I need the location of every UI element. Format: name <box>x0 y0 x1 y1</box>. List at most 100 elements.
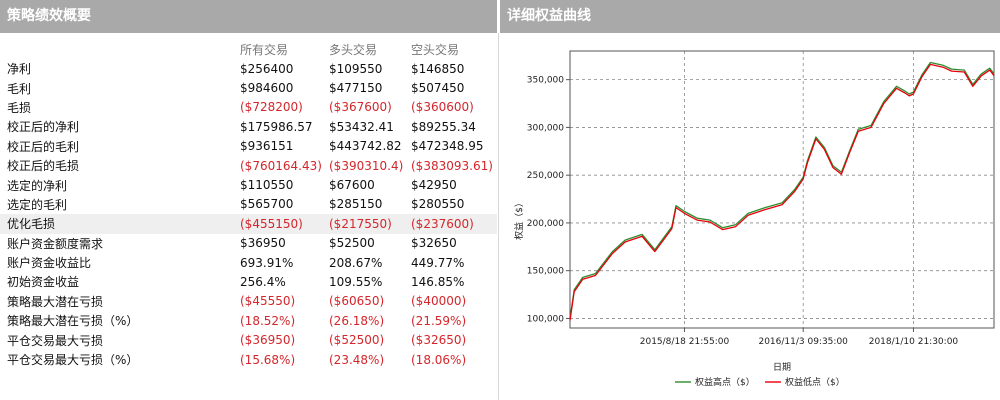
strategy-summary-header: 策略绩效概要 <box>0 0 497 33</box>
x-axis: 2015/8/18 21:55:00 2016/11/3 09:35:00 2018… <box>640 328 958 347</box>
metric-value-long: $285150 <box>329 197 383 212</box>
metric-label: 校正后的毛利 <box>7 139 80 154</box>
x-axis-label: 日期 <box>773 362 791 373</box>
metric-value-long: (23.48%) <box>329 352 385 367</box>
metric-row: 毛损 ($728200) ($367600) ($360600) <box>0 98 497 117</box>
chart-legend: 权益高点（$） 权益低点（$） <box>675 376 845 388</box>
metric-value-long: $52500 <box>329 236 375 251</box>
metric-value-short: $146850 <box>411 61 465 76</box>
metric-label: 净利 <box>7 62 32 77</box>
strategy-summary-title: 策略绩效概要 <box>7 8 91 24</box>
metric-row: 校正后的净利 $175986.57 $53432.41 $89255.34 <box>0 117 497 136</box>
series-line <box>569 61 995 319</box>
metric-value-short: $32650 <box>411 236 457 251</box>
y-axis: 100,000 150,000 200,000 250,000 300,000 350,0… <box>527 76 570 324</box>
chart-grid <box>570 51 994 328</box>
metric-value-all: ($728200) <box>240 100 303 115</box>
equity-curve-chart: 100,000 150,000 200,000 250,000 300,000 350,0… <box>513 50 995 388</box>
metric-value-short: $507450 <box>411 81 465 96</box>
metric-label: 账户资金收益比 <box>7 256 92 271</box>
panel-divider-line <box>498 33 499 400</box>
metric-value-short: 146.85% <box>411 274 465 289</box>
metric-value-short: $280550 <box>411 197 465 212</box>
metric-label: 选定的净利 <box>7 178 68 193</box>
metric-value-short: (21.59%) <box>411 313 467 328</box>
metric-row: 策略最大潜在亏损 ($45550) ($60650) ($40000) <box>0 292 497 311</box>
metric-value-all: ($36950) <box>240 333 296 348</box>
metric-label: 选定的毛利 <box>7 197 68 212</box>
legend-label: 权益低点（$） <box>785 376 845 388</box>
metrics-table: 所有交易 多头交易 空头交易 净利 $256400 $109550 $146850 毛利… <box>0 40 497 369</box>
metric-value-all: 256.4% <box>240 274 286 289</box>
metric-row: 校正后的毛损 ($760164.43) ($390310.4) ($383093.61… <box>0 156 497 175</box>
equity-curve-title: 详细权益曲线 <box>507 8 591 24</box>
metric-label: 初始资金收益 <box>7 275 80 290</box>
metric-value-all: ($760164.43) <box>240 158 322 173</box>
metric-label: 毛损 <box>7 100 32 115</box>
equity-curve-header: 详细权益曲线 <box>500 0 1000 33</box>
metric-row: 账户资金收益比 693.91% 208.67% 449.77% <box>0 253 497 272</box>
metric-label: 校正后的净利 <box>7 120 80 135</box>
metric-value-long: ($390310.4) <box>329 158 404 173</box>
metric-value-short: $89255.34 <box>411 119 476 134</box>
metric-row: 平仓交易最大亏损 ($36950) ($52500) ($32650) <box>0 330 497 349</box>
x-tick-label: 2016/11/3 09:35:00 <box>758 337 848 347</box>
legend-label: 权益高点（$） <box>695 376 755 388</box>
metric-value-short: $472348.95 <box>411 139 484 154</box>
metric-value-all: (18.52%) <box>240 313 296 328</box>
metric-label: 优化毛损 <box>0 214 240 234</box>
metric-value-all: $565700 <box>240 197 294 212</box>
metric-label: 平仓交易最大亏损（%） <box>7 353 139 368</box>
metric-value-long: ($60650) <box>329 294 385 309</box>
metric-label: 校正后的毛损 <box>7 159 80 174</box>
metric-label: 账户资金额度需求 <box>7 236 104 251</box>
metric-value-long: $443742.82 <box>329 139 402 154</box>
metric-value-short: (18.06%) <box>411 352 467 367</box>
metric-value-long: $67600 <box>329 178 375 193</box>
metric-value-all: $175986.57 <box>240 119 313 134</box>
metric-value-short: 449.77% <box>411 255 465 270</box>
metric-label: 平仓交易最大亏损 <box>7 333 104 348</box>
y-tick-label: 200,000 <box>527 219 564 229</box>
metric-value-long: ($367600) <box>329 100 392 115</box>
chart-series <box>569 61 995 321</box>
metric-row: 毛利 $984600 $477150 $507450 <box>0 78 497 97</box>
metric-value-short: ($237600) <box>411 214 497 234</box>
x-tick-label: 2015/8/18 21:55:00 <box>640 337 730 347</box>
metric-value-long: $109550 <box>329 61 383 76</box>
metric-value-all: ($455150) <box>240 214 329 234</box>
metric-row: 选定的毛利 $565700 $285150 $280550 <box>0 195 497 214</box>
metric-row: 净利 $256400 $109550 $146850 <box>0 59 497 78</box>
metric-row: 初始资金收益 256.4% 109.55% 146.85% <box>0 272 497 291</box>
plot-area-frame <box>569 50 995 329</box>
series-line <box>569 63 995 321</box>
metric-value-all: $256400 <box>240 61 294 76</box>
metric-value-all: (15.68%) <box>240 352 296 367</box>
y-axis-label: 权益（$） <box>513 198 525 240</box>
metric-value-long: (26.18%) <box>329 313 385 328</box>
metric-row: 平仓交易最大亏损（%） (15.68%) (23.48%) (18.06%) <box>0 350 497 369</box>
y-tick-label: 300,000 <box>527 123 564 133</box>
metric-row: 策略最大潜在亏损（%） (18.52%) (26.18%) (21.59%) <box>0 311 497 330</box>
metric-value-long: $477150 <box>329 81 383 96</box>
metric-value-long: ($217550) <box>329 214 411 234</box>
column-header-short-trades: 空头交易 <box>411 43 460 57</box>
column-header-long-trades: 多头交易 <box>329 43 378 57</box>
metric-value-short: ($383093.61) <box>411 158 493 173</box>
y-tick-label: 350,000 <box>527 76 564 86</box>
metric-value-short: $42950 <box>411 178 457 193</box>
metric-value-all: 693.91% <box>240 255 294 270</box>
metric-row: 选定的净利 $110550 $67600 $42950 <box>0 175 497 194</box>
metric-value-short: ($32650) <box>411 333 467 348</box>
column-header-all-trades: 所有交易 <box>240 43 289 57</box>
metric-value-long: 109.55% <box>329 274 383 289</box>
metric-value-all: $36950 <box>240 236 286 251</box>
metric-label: 策略最大潜在亏损（%） <box>7 314 139 329</box>
metric-row: 优化毛损 ($455150) ($217550) ($237600) <box>0 214 497 234</box>
metric-value-long: ($52500) <box>329 333 385 348</box>
metric-label-column-header <box>0 40 240 59</box>
metric-value-short: ($360600) <box>411 100 474 115</box>
y-tick-label: 250,000 <box>527 171 564 181</box>
metric-value-all: $936151 <box>240 139 294 154</box>
metric-row: 账户资金额度需求 $36950 $52500 $32650 <box>0 234 497 253</box>
